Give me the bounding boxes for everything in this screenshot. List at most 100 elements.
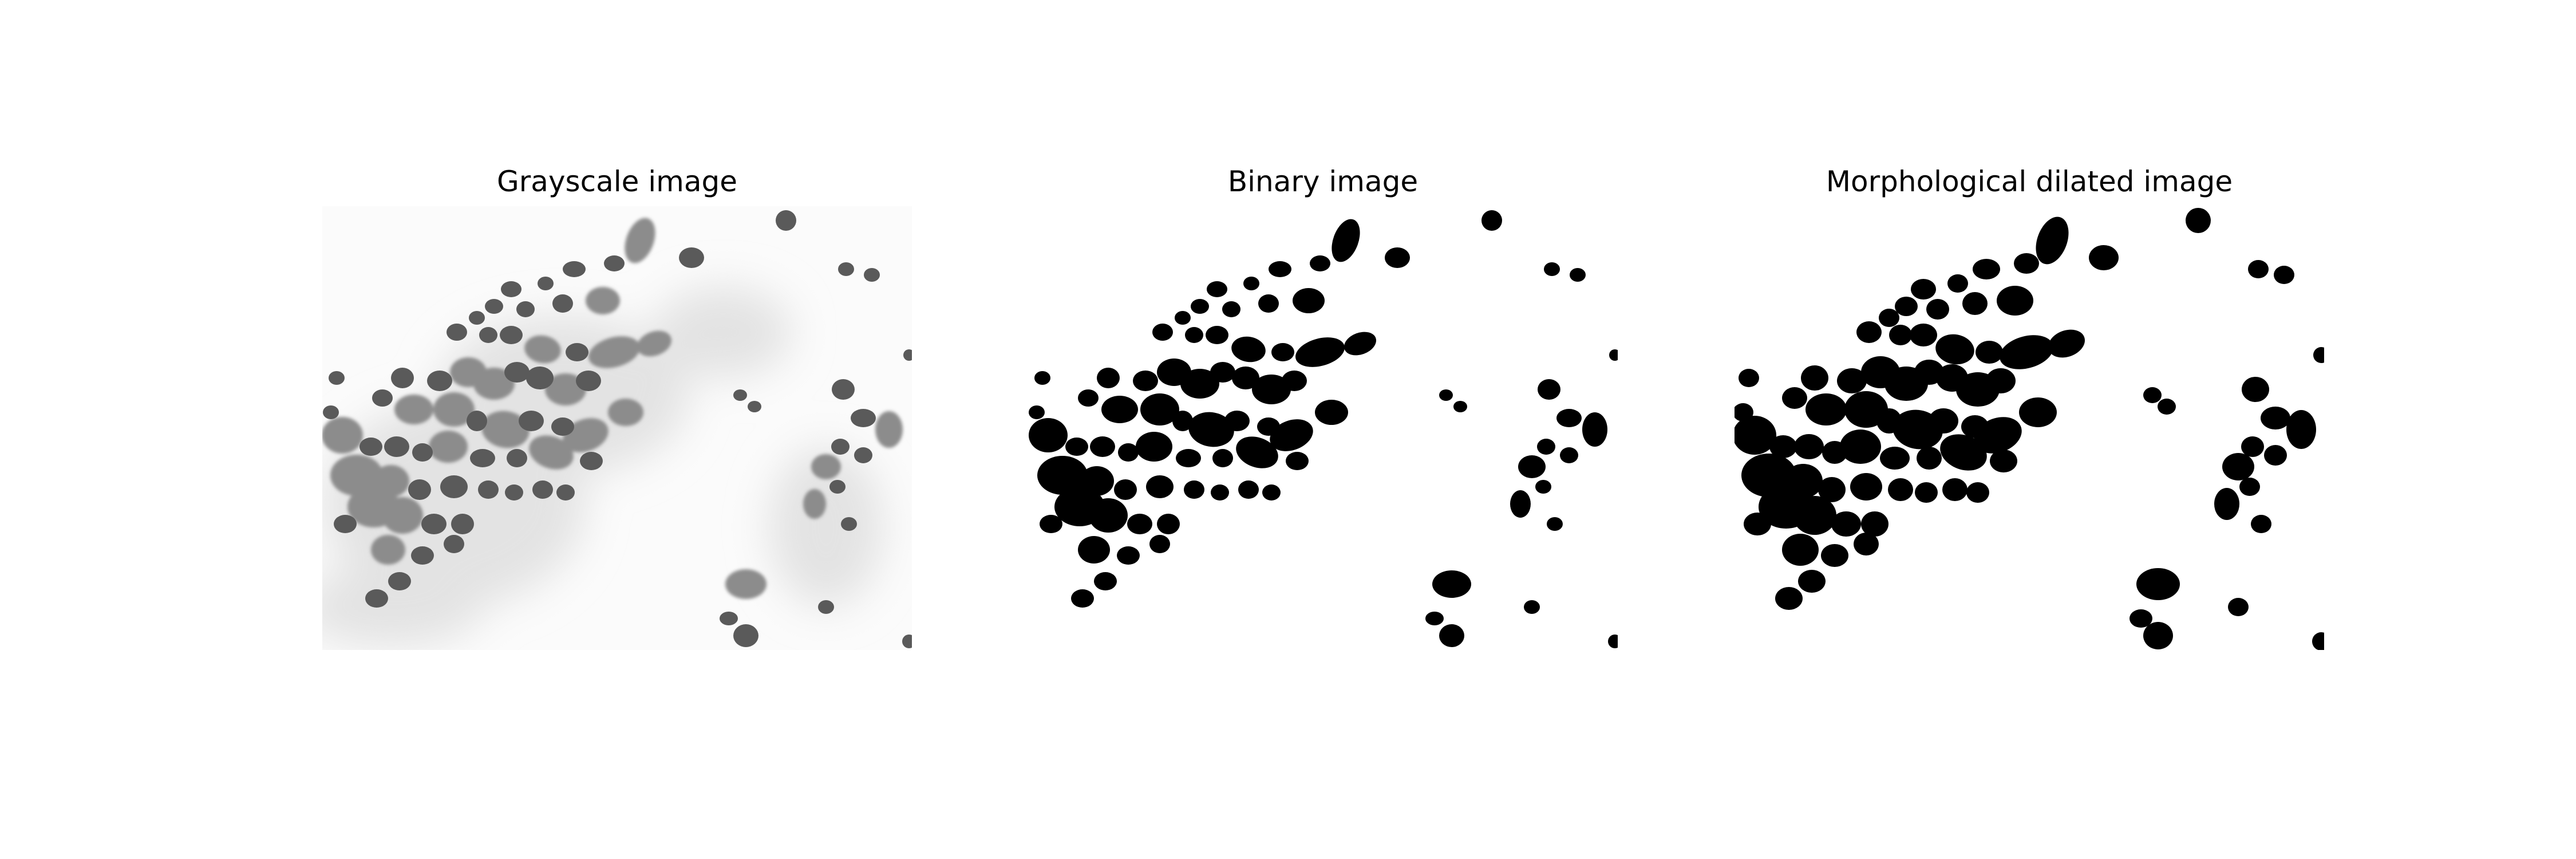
grayscale-nucleus [829, 480, 846, 494]
grayscale-nucleus [563, 261, 586, 277]
binary-blob [1029, 418, 1068, 452]
grayscale-nucleus [902, 635, 912, 648]
binary-blob [1101, 396, 1138, 423]
dilated-blob [2222, 453, 2254, 480]
grayscale-cell-blob [382, 497, 423, 534]
binary-blob [1117, 546, 1140, 565]
dilated-blob [1739, 369, 1759, 387]
dilated-blob [1821, 544, 1848, 567]
binary-blob [1071, 589, 1094, 608]
grayscale-cell-blob [394, 395, 433, 424]
grayscale-nucleus [720, 612, 738, 625]
dilated-blob [1947, 274, 1968, 293]
grayscale-nucleus [776, 210, 796, 231]
dilated-blob [1966, 482, 1989, 503]
grayscale-nucleus [903, 349, 912, 361]
grayscale-nucleus [551, 417, 574, 436]
binary-blob [1136, 432, 1172, 462]
dilated-blob [1990, 450, 2017, 472]
dilated-blob [1976, 341, 2003, 364]
dilated-blob [2136, 568, 2180, 600]
binary-blob [1286, 452, 1309, 470]
grayscale-nucleus [832, 379, 855, 400]
binary-image-panel [1028, 206, 1618, 650]
grayscale-cell-blob [586, 287, 620, 314]
dilated-blob [1917, 447, 1942, 470]
grayscale-nucleus [851, 409, 876, 427]
binary-blob [1609, 349, 1618, 361]
dilated-blob [2186, 208, 2211, 233]
grayscale-nucleus [838, 262, 854, 276]
dilated-blob [2014, 253, 2039, 274]
grayscale-nucleus [516, 301, 535, 317]
dilated-blob [1793, 496, 1836, 535]
dilated-blob [1854, 533, 1879, 555]
grayscale-cell-blob [524, 335, 561, 364]
dilated-blob [1880, 447, 1910, 470]
binary-blob [1271, 343, 1294, 361]
grayscale-cell-blob [588, 336, 640, 368]
dilated-image [1735, 206, 2324, 650]
grayscale-image [322, 206, 912, 650]
binary-blob [1231, 336, 1266, 362]
grayscale-nucleus [504, 362, 530, 383]
dilated-blob [1889, 325, 1912, 345]
dilated-blob [1837, 368, 1867, 393]
grayscale-cell-blob [330, 455, 383, 496]
dilated-blob [1735, 403, 1753, 421]
grayscale-nucleus [444, 535, 464, 553]
grayscale-nucleus [388, 572, 411, 590]
dilated-blob [2313, 347, 2324, 363]
grayscale-nucleus [679, 247, 704, 268]
dilated-blob [2239, 478, 2260, 496]
dilated-blob [1879, 309, 1899, 327]
dilated-blob [2036, 216, 2069, 265]
binary-blob [1191, 299, 1209, 314]
dilated-image-panel [1735, 206, 2324, 650]
binary-blob [1262, 484, 1281, 501]
dilated-blob [1840, 430, 1881, 464]
grayscale-nucleus [556, 484, 575, 501]
binary-blob [1097, 368, 1120, 388]
binary-blob [1040, 515, 1062, 533]
grayscale-cell-blob [429, 431, 468, 463]
dilated-blob [1794, 434, 1824, 459]
binary-blob [1185, 327, 1203, 343]
dilated-blob [1861, 511, 1888, 537]
binary-blob [1243, 277, 1259, 290]
dilated-blob [2143, 622, 2173, 649]
dilated-blob [1910, 324, 1937, 346]
binary-blob [1344, 332, 1377, 356]
grayscale-nucleus [566, 343, 588, 361]
dilated-blob [1935, 334, 1974, 365]
grayscale-nucleus [372, 389, 393, 407]
binary-blob [1524, 600, 1540, 614]
dilated-blob [1805, 393, 1847, 425]
binary-blob [1439, 624, 1464, 647]
dilated-blob [2129, 609, 2152, 628]
grayscale-nucleus [470, 449, 495, 467]
binary-blob [1537, 439, 1555, 455]
grayscale-nucleus [365, 589, 388, 608]
grayscale-cell-blob [875, 411, 903, 448]
grayscale-cell-blob [371, 535, 405, 565]
dilated-blob [2264, 445, 2287, 466]
binary-blob [1258, 294, 1279, 313]
dilated-blob [2312, 632, 2324, 650]
binary-blob [1293, 288, 1325, 313]
dilated-blob [1782, 534, 1819, 566]
grayscale-nucleus [447, 324, 467, 341]
grayscale-nucleus [501, 281, 521, 297]
dilated-blob [2048, 329, 2085, 358]
grayscale-nucleus [538, 277, 554, 290]
binary-blob [1127, 514, 1152, 534]
binary-blob [1232, 367, 1259, 389]
binary-image [1028, 206, 1618, 650]
grayscale-cell-blob [563, 418, 609, 452]
dilated-blob [1850, 473, 1882, 501]
grayscale-nucleus [507, 449, 527, 467]
grayscale-nucleus [334, 515, 357, 533]
binary-blob [1188, 412, 1234, 447]
binary-blob [1034, 371, 1050, 385]
binary-blob [1535, 480, 1551, 494]
